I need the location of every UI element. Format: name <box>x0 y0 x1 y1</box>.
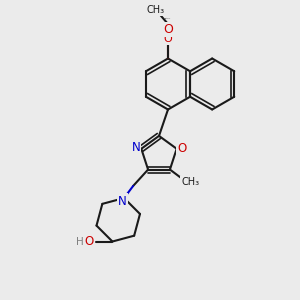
Text: CH₃: CH₃ <box>146 4 164 15</box>
Text: methoxy: methoxy <box>165 17 171 19</box>
Text: N: N <box>118 194 127 208</box>
Text: O: O <box>163 23 173 36</box>
Text: O: O <box>164 34 172 44</box>
Text: O: O <box>178 142 187 155</box>
Text: N: N <box>131 141 140 154</box>
Text: H: H <box>76 236 83 247</box>
Text: CH₃: CH₃ <box>181 176 200 187</box>
Text: O: O <box>85 235 94 248</box>
